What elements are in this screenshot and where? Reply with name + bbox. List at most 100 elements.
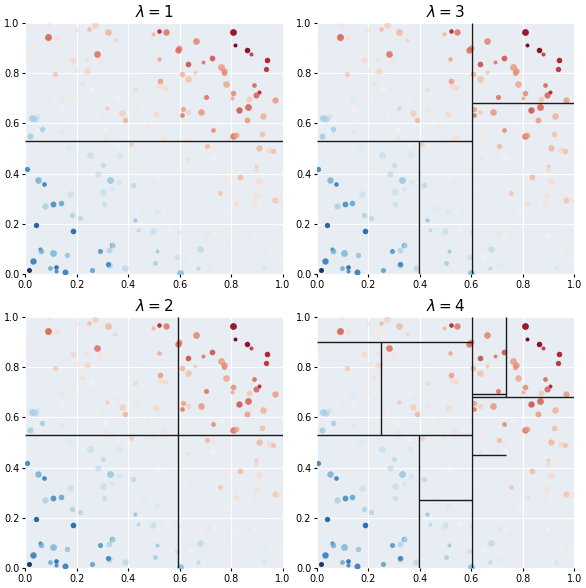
Point	[394, 103, 403, 113]
Point	[231, 424, 240, 433]
Point	[439, 432, 448, 442]
Point	[158, 132, 168, 142]
Point	[87, 379, 96, 388]
Point	[482, 362, 491, 371]
Point	[270, 389, 280, 399]
Point	[265, 248, 275, 258]
Point	[349, 104, 359, 113]
Point	[227, 93, 236, 102]
Point	[269, 220, 278, 230]
Point	[79, 363, 88, 373]
Point	[406, 445, 415, 454]
Point	[543, 456, 553, 465]
Point	[198, 351, 207, 360]
Point	[175, 338, 184, 347]
Point	[105, 175, 115, 185]
Point	[450, 426, 459, 436]
Point	[343, 262, 352, 271]
Point	[331, 179, 340, 189]
Point	[271, 539, 280, 549]
Point	[472, 479, 482, 488]
Point	[406, 471, 415, 480]
Point	[499, 54, 508, 63]
Point	[466, 338, 476, 347]
Point	[37, 540, 46, 549]
Point	[522, 40, 532, 49]
Point	[173, 45, 182, 55]
Point	[71, 95, 80, 104]
Point	[370, 98, 380, 107]
Point	[103, 397, 112, 407]
Point	[534, 340, 544, 349]
Point	[131, 215, 140, 225]
Point	[185, 427, 194, 436]
Point	[265, 440, 274, 449]
Point	[523, 493, 532, 502]
Point	[223, 208, 232, 218]
Point	[395, 553, 404, 563]
Point	[520, 131, 529, 141]
Point	[390, 161, 399, 170]
Point	[37, 125, 46, 134]
Point	[92, 112, 101, 122]
Point	[245, 95, 254, 104]
Point	[154, 26, 163, 36]
Point	[138, 203, 147, 212]
Point	[79, 98, 88, 107]
Point	[469, 110, 478, 119]
Point	[258, 405, 268, 415]
Point	[377, 445, 386, 454]
Point	[175, 227, 184, 236]
Point	[360, 349, 369, 359]
Point	[476, 427, 486, 436]
Point	[138, 497, 147, 506]
Point	[478, 546, 488, 555]
Point	[329, 419, 338, 428]
Point	[27, 407, 36, 416]
Point	[434, 121, 443, 131]
Point	[387, 56, 396, 65]
Point	[68, 55, 77, 65]
Point	[500, 446, 509, 456]
Point	[349, 398, 359, 407]
Point	[265, 542, 275, 552]
Point	[270, 195, 280, 205]
Point	[104, 245, 114, 255]
Point	[466, 521, 475, 530]
Point	[519, 167, 529, 176]
Point	[543, 484, 552, 493]
Point	[43, 34, 53, 44]
Point	[535, 397, 544, 406]
Point	[60, 411, 70, 420]
Point	[348, 94, 357, 103]
Point	[379, 379, 388, 388]
Point	[544, 176, 553, 185]
Point	[83, 360, 92, 370]
Point	[546, 143, 556, 152]
Point	[85, 445, 94, 454]
Point	[263, 552, 272, 562]
Point	[550, 129, 559, 139]
Point	[562, 95, 571, 105]
Point	[360, 226, 369, 235]
Point	[566, 546, 575, 555]
Point	[536, 95, 546, 104]
Point	[250, 524, 260, 534]
Point	[371, 69, 380, 79]
Point	[35, 538, 45, 547]
Point	[376, 24, 386, 34]
Point	[363, 66, 373, 75]
Point	[551, 263, 561, 273]
Point	[495, 229, 504, 239]
Point	[134, 225, 143, 235]
Point	[60, 562, 70, 571]
Point	[95, 159, 104, 169]
Point	[348, 126, 357, 136]
Point	[117, 108, 126, 118]
Point	[444, 246, 453, 255]
Point	[104, 554, 114, 564]
Point	[229, 131, 238, 141]
Point	[500, 437, 509, 447]
Point	[508, 416, 517, 426]
Point	[353, 250, 363, 259]
